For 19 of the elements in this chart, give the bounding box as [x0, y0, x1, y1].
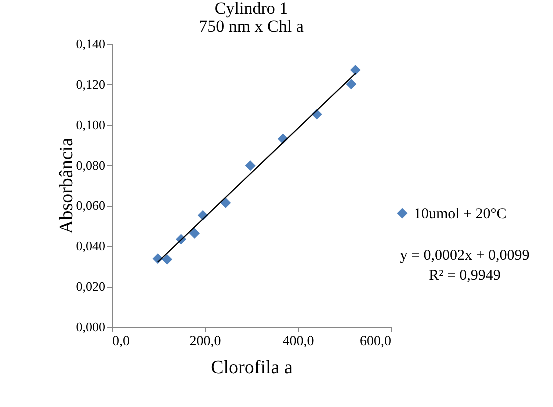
x-tick-label: 200,0	[190, 334, 222, 350]
x-tick-label: 600,0	[360, 334, 392, 350]
y-tick-label: 0,080	[76, 158, 106, 173]
chart-title: Cylindro 1	[214, 0, 288, 18]
x-axis-title: Clorofila a	[211, 358, 294, 378]
y-axis-title: Absorbância	[56, 137, 78, 234]
text: R² = 0,9949	[428, 267, 502, 286]
y-tick-label: 0,120	[76, 76, 106, 92]
y-tick-label: 0,020	[76, 279, 106, 294]
y-tick-label: 0,100	[76, 117, 106, 132]
y-tick-label: 0,140	[76, 36, 106, 52]
text: y = 0,0002x + 0,0099	[399, 247, 531, 266]
legend-label: 10umol + 20°C	[414, 206, 507, 222]
chart-subtitle: 750 nm x Chl a	[199, 17, 304, 36]
x-tick-label: 400,0	[282, 334, 314, 350]
y-tick-label: 0,000	[76, 320, 106, 334]
y-tick-label: 0,060	[76, 198, 106, 214]
x-tick-label: 0,0	[112, 334, 130, 350]
y-tick-label: 0,040	[76, 238, 106, 254]
